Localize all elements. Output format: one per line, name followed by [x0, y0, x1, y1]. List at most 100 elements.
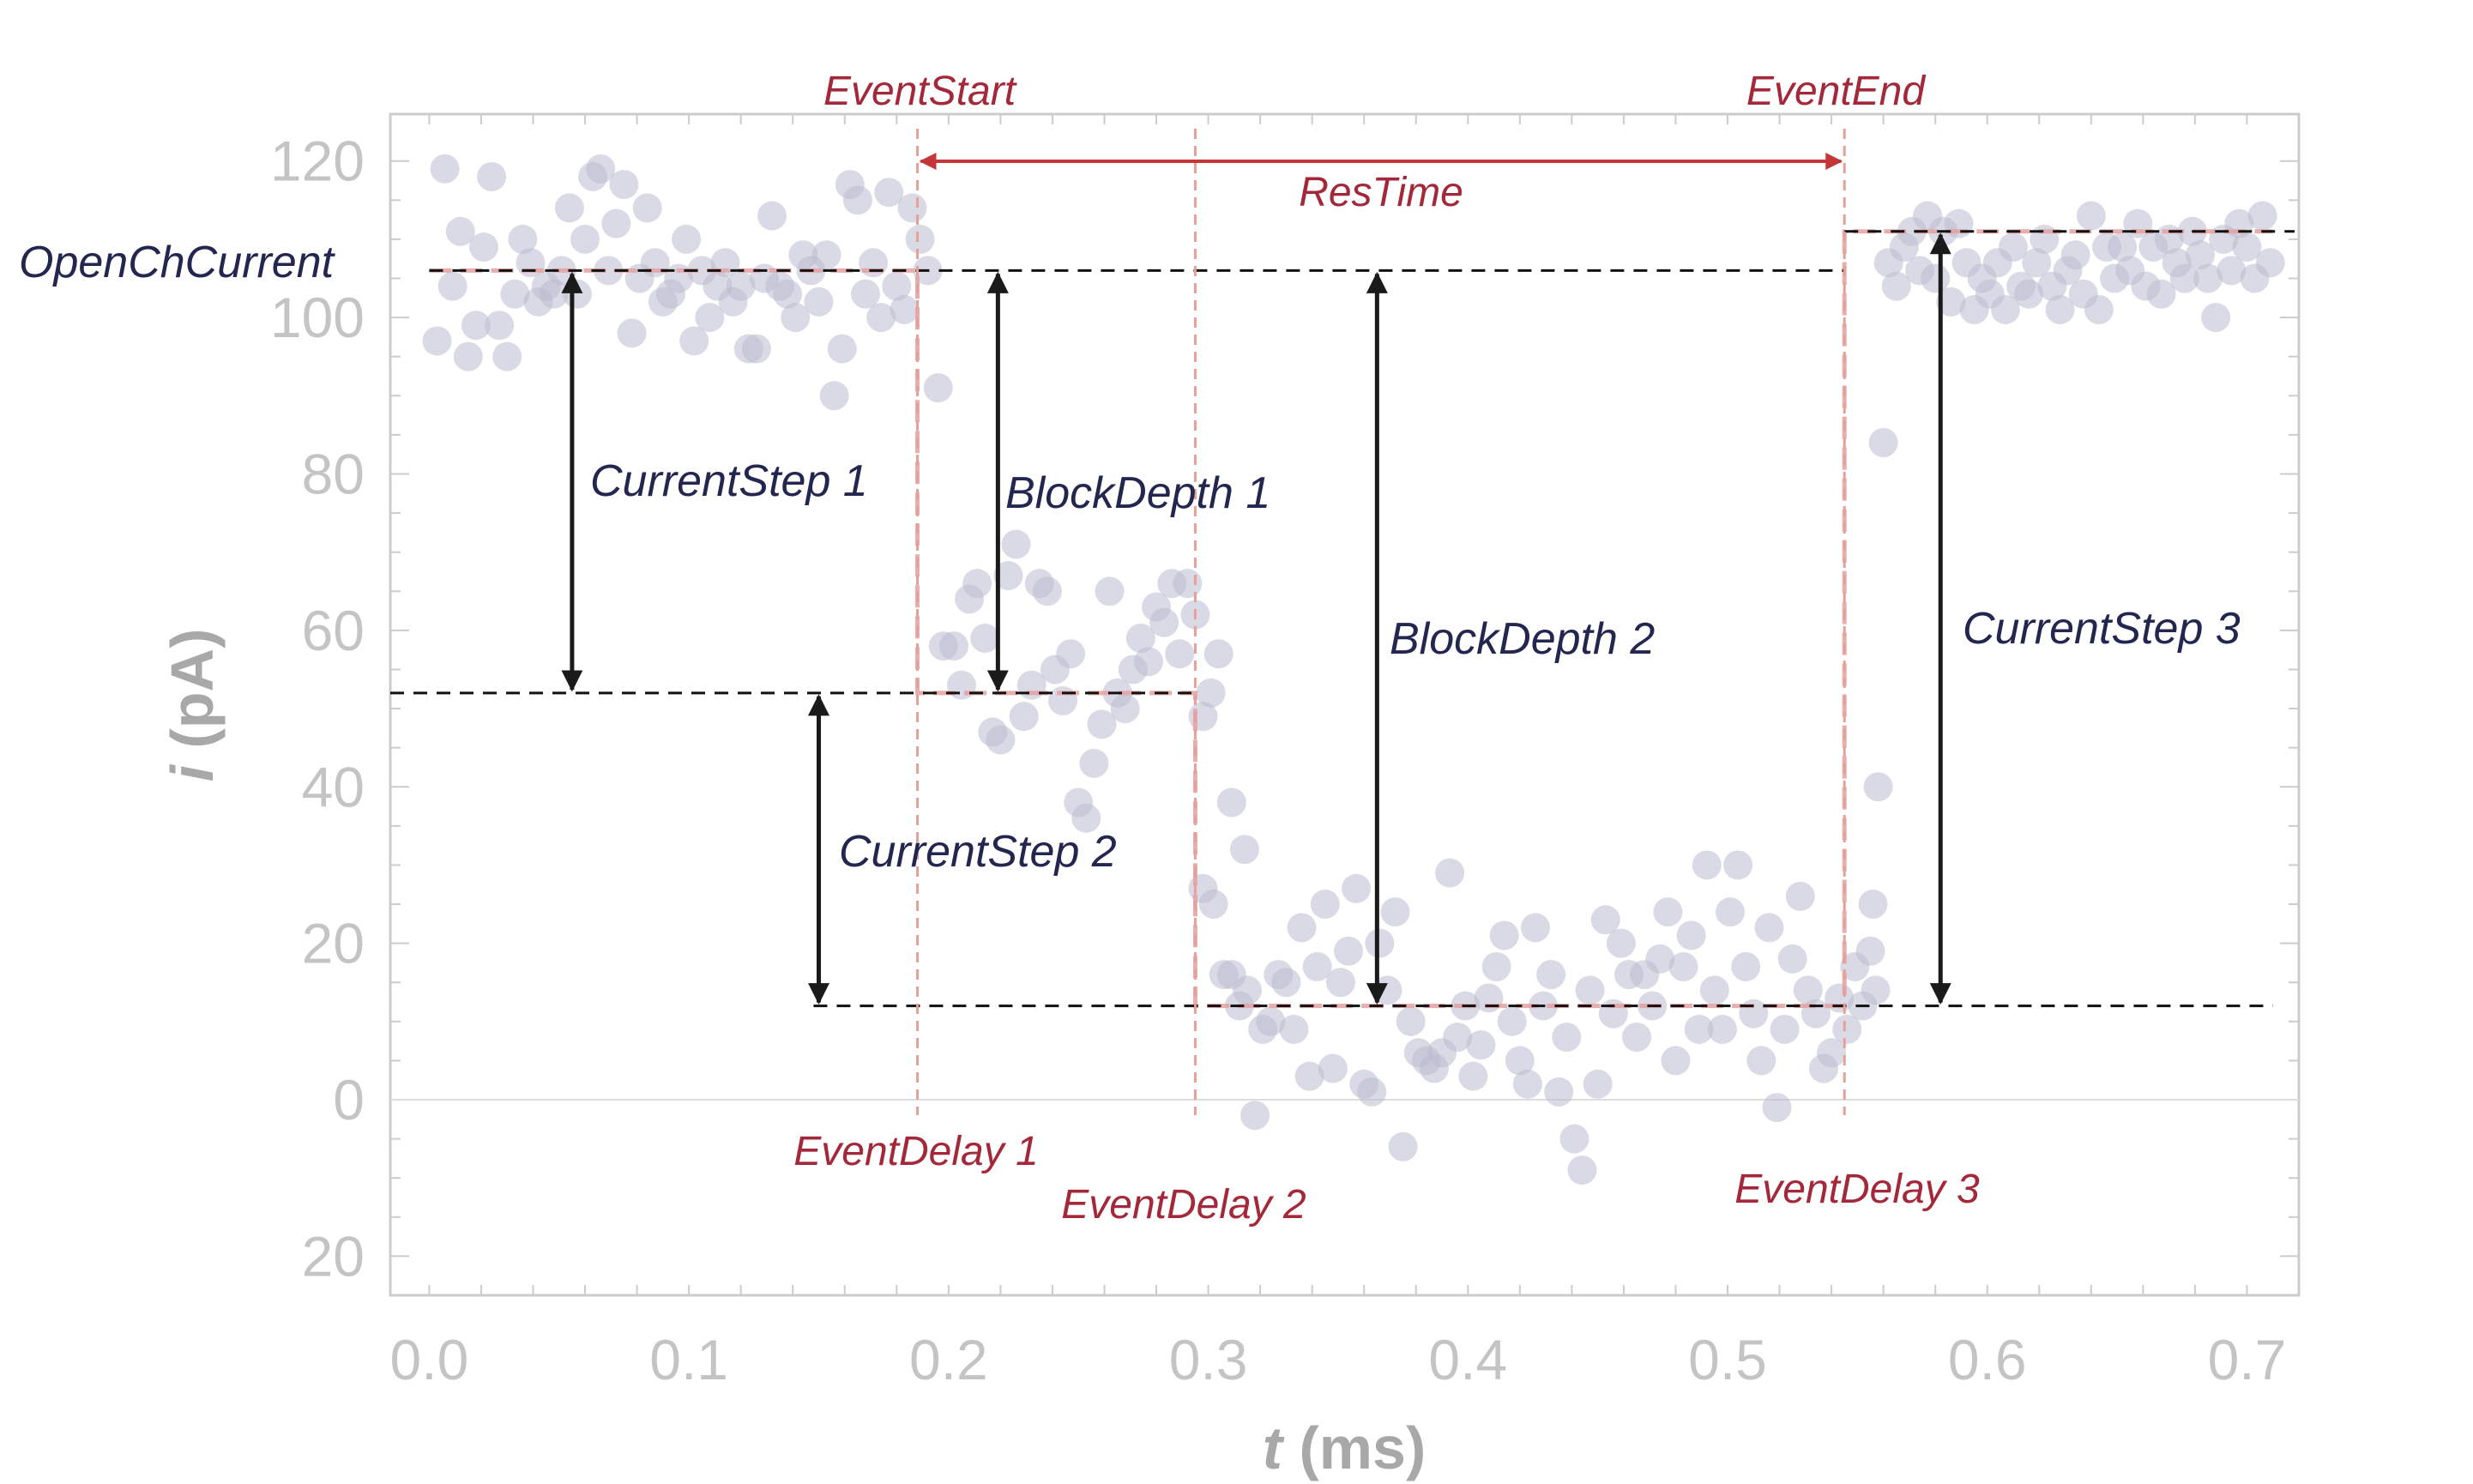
- data-point: [477, 161, 507, 191]
- data-point: [1196, 678, 1226, 708]
- data-point: [468, 232, 498, 262]
- data-point: [1999, 232, 2029, 262]
- data-point: [1087, 709, 1117, 739]
- data-point: [938, 631, 968, 661]
- data-point: [1552, 1023, 1582, 1053]
- data-point: [500, 279, 530, 309]
- data-point: [1481, 951, 1511, 981]
- data-point: [1505, 1046, 1535, 1076]
- data-point: [1198, 890, 1228, 920]
- x-tick-label: 0.6: [1948, 1328, 2027, 1391]
- x-tick-label: 0.2: [909, 1328, 988, 1391]
- data-point: [2045, 294, 2075, 324]
- data-point: [890, 294, 920, 324]
- data-point: [850, 279, 880, 309]
- data-point: [1739, 998, 1769, 1029]
- data-point: [1762, 1093, 1792, 1123]
- data-point: [1645, 944, 1675, 974]
- data-point: [757, 201, 787, 231]
- x-tick-label: 0.3: [1169, 1328, 1248, 1391]
- data-point: [453, 341, 483, 371]
- data-point: [1056, 639, 1086, 669]
- data-point: [1271, 968, 1301, 998]
- data-point: [445, 216, 475, 246]
- data-point: [866, 303, 896, 333]
- data-point: [781, 303, 811, 333]
- data-point: [437, 271, 467, 301]
- data-point: [1512, 1069, 1542, 1099]
- data-point: [2193, 263, 2223, 293]
- y-tick-label: 100: [270, 286, 365, 349]
- data-point: [1653, 897, 1683, 927]
- data-point: [1536, 960, 1566, 990]
- data-point: [1661, 1046, 1691, 1076]
- data-point: [1777, 944, 1807, 974]
- data-point: [1173, 569, 1203, 599]
- data-point: [859, 248, 889, 278]
- data-point: [539, 279, 569, 309]
- data-point: [1521, 913, 1550, 943]
- data-point: [1125, 623, 1155, 653]
- data-point: [1365, 928, 1395, 958]
- data-point: [1590, 905, 1620, 935]
- x-axis-variable: t: [1263, 1415, 1285, 1481]
- data-point: [1684, 1014, 1714, 1044]
- data-point: [1380, 897, 1410, 927]
- data-point: [1716, 897, 1746, 927]
- data-point: [804, 287, 834, 317]
- data-point: [1575, 975, 1605, 1005]
- data-point: [811, 240, 841, 270]
- data-point: [1032, 576, 1062, 606]
- data-point: [986, 725, 1016, 755]
- data-point: [1622, 1023, 1652, 1053]
- y-tick-label: 20: [302, 1224, 365, 1288]
- data-point: [2076, 201, 2106, 231]
- open-ch-current-label: OpenChCurrent: [19, 238, 336, 287]
- block-depth-2-label: BlockDepth 2: [1390, 614, 1655, 664]
- event-delay-1-label: EventDelay 1: [793, 1129, 1039, 1174]
- data-point: [1133, 647, 1163, 677]
- data-point: [1110, 694, 1140, 724]
- data-point: [1165, 639, 1195, 669]
- y-axis-unit: (pA): [159, 629, 226, 765]
- data-point: [897, 193, 927, 223]
- data-point: [1256, 1006, 1286, 1036]
- data-point: [570, 224, 600, 254]
- data-point: [2247, 201, 2277, 231]
- data-point: [1009, 702, 1039, 732]
- data-point: [1855, 936, 1885, 966]
- x-tick-label: 0.1: [649, 1328, 728, 1391]
- data-point: [2060, 240, 2090, 270]
- y-tick-label: 80: [302, 442, 365, 505]
- x-axis-ticks: 0.0 0.1 0.2 0.3 0.4 0.5 0.6 0.7: [390, 1328, 2287, 1391]
- data-point: [1598, 998, 1628, 1029]
- data-point: [1707, 1014, 1737, 1044]
- data-point: [946, 670, 976, 700]
- y-tick-label: 40: [302, 755, 365, 818]
- data-point: [819, 381, 849, 411]
- data-point: [617, 318, 647, 348]
- data-point: [1858, 890, 1888, 920]
- data-point: [1287, 913, 1317, 943]
- data-point: [1817, 1038, 1847, 1068]
- data-point: [741, 334, 771, 364]
- data-point: [2030, 224, 2060, 254]
- data-point: [970, 623, 1000, 653]
- data-point: [962, 569, 992, 599]
- data-point: [461, 311, 491, 341]
- data-point: [1357, 1077, 1387, 1107]
- data-point: [1668, 951, 1698, 981]
- event-end-label: EventEnd: [1746, 69, 1926, 114]
- data-point: [874, 178, 904, 208]
- data-point: [2185, 240, 2215, 270]
- data-point: [1881, 271, 1911, 301]
- data-point: [632, 193, 662, 223]
- data-point: [594, 256, 624, 286]
- x-tick-label: 0.5: [1688, 1328, 1767, 1391]
- data-point: [586, 154, 616, 184]
- data-point: [1559, 1124, 1589, 1154]
- data-point: [1868, 428, 1898, 458]
- data-point: [1095, 576, 1125, 606]
- current-step-2-label: CurrentStep 2: [839, 827, 1117, 877]
- data-point: [1567, 1155, 1597, 1185]
